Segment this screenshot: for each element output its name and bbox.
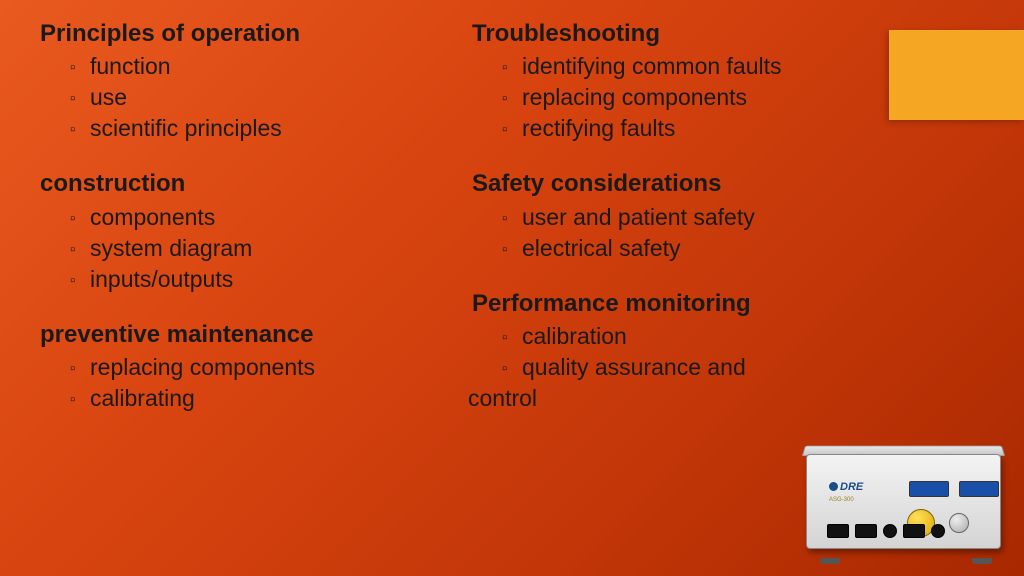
list-item: rectifying faults — [502, 113, 860, 144]
brand-logo-icon — [829, 482, 838, 491]
port-icon — [883, 524, 897, 538]
section-construction: construction components system diagram i… — [40, 168, 428, 294]
bullet-list: function use scientific principles — [40, 51, 428, 144]
section-title: preventive maintenance — [40, 319, 428, 350]
left-column: Principles of operation function use sci… — [40, 18, 428, 438]
section-preventive: preventive maintenance replacing compone… — [40, 319, 428, 414]
list-item: user and patient safety — [502, 202, 860, 233]
bullet-list: identifying common faults replacing comp… — [472, 51, 860, 144]
list-item: replacing components — [70, 352, 428, 383]
bullet-list: replacing components calibrating — [40, 352, 428, 414]
list-item: use — [70, 82, 428, 113]
list-item: system diagram — [70, 233, 428, 264]
device-foot-icon — [820, 558, 840, 564]
port-icon — [827, 524, 849, 538]
list-item: replacing components — [502, 82, 860, 113]
list-item: calibration — [502, 321, 860, 352]
accent-block — [889, 30, 1024, 120]
section-title: construction — [40, 168, 428, 199]
section-title: Principles of operation — [40, 18, 428, 49]
section-title: Safety considerations — [472, 168, 860, 199]
list-item: components — [70, 202, 428, 233]
list-item: scientific principles — [70, 113, 428, 144]
list-item: inputs/outputs — [70, 264, 428, 295]
bullet-list: components system diagram inputs/outputs — [40, 202, 428, 295]
device-image: DRE ASG-300 — [796, 436, 1016, 566]
wrapped-text: control — [468, 383, 860, 414]
section-title: Performance monitoring — [472, 288, 860, 319]
port-icon — [903, 524, 925, 538]
device-body: DRE ASG-300 — [806, 454, 1001, 549]
bullet-list: user and patient safety electrical safet… — [472, 202, 860, 264]
list-item: calibrating — [70, 383, 428, 414]
port-icon — [931, 524, 945, 538]
list-item: electrical safety — [502, 233, 860, 264]
lcd-display-icon — [909, 481, 949, 497]
port-icon — [855, 524, 877, 538]
device-ports — [827, 524, 945, 538]
section-performance: Performance monitoring calibration quali… — [472, 288, 860, 414]
list-item: quality assurance and — [502, 352, 860, 383]
device-brand: DRE — [829, 481, 863, 493]
bullet-list: calibration quality assurance and — [472, 321, 860, 383]
device-model: ASG-300 — [829, 497, 854, 503]
slide-content: Principles of operation function use sci… — [40, 18, 860, 438]
device-foot-icon — [972, 558, 992, 564]
section-troubleshooting: Troubleshooting identifying common fault… — [472, 18, 860, 144]
section-safety: Safety considerations user and patient s… — [472, 168, 860, 263]
list-item: identifying common faults — [502, 51, 860, 82]
lcd-display-icon — [959, 481, 999, 497]
brand-text: DRE — [840, 481, 863, 493]
list-item: function — [70, 51, 428, 82]
section-title: Troubleshooting — [472, 18, 860, 49]
right-column: Troubleshooting identifying common fault… — [472, 18, 860, 438]
section-principles: Principles of operation function use sci… — [40, 18, 428, 144]
silver-knob-icon — [949, 513, 969, 533]
